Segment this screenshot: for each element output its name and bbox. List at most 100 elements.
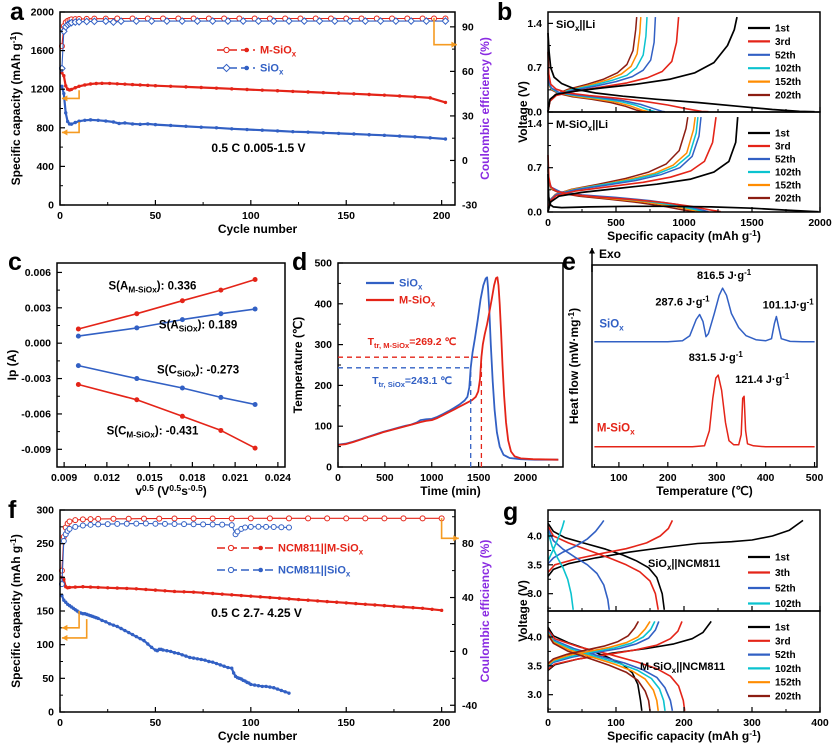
tick-label: 200 bbox=[433, 717, 451, 729]
y-axis-label: Voltage (V) bbox=[516, 580, 530, 642]
tick-label: 0 bbox=[545, 217, 551, 229]
annotation-text: 831.5 J·g-1 bbox=[689, 350, 744, 364]
series-g1-102th bbox=[547, 531, 574, 610]
tick-label: 500 bbox=[607, 217, 625, 229]
panel-f-chart: 0 50 100 150 200 0 50 100 150 200 250 300 80 40 0 -40 Cy… bbox=[8, 505, 492, 744]
legend-label: M-SiOx bbox=[260, 45, 297, 59]
x-axis-label: Temperature (℃) bbox=[656, 484, 753, 498]
tick-label: 90 bbox=[462, 21, 474, 33]
tick-label: 100 bbox=[36, 639, 54, 651]
tick-label: 100 bbox=[314, 421, 332, 433]
series-b2-3rd bbox=[547, 116, 717, 212]
series-e-siox bbox=[594, 287, 815, 343]
y-axis-label: Temperature (℃) bbox=[291, 317, 305, 414]
tick-label: 0.0 bbox=[527, 207, 542, 219]
legend-label: 202th bbox=[775, 91, 801, 102]
legend-label: 3rd bbox=[775, 142, 791, 153]
y-axis-label: Voltage (V) bbox=[516, 81, 530, 143]
legend-label: 102th bbox=[775, 64, 801, 75]
panel-label-g: g bbox=[503, 498, 519, 526]
tick-label: 0.024 bbox=[265, 472, 291, 484]
tick-label: 0 bbox=[48, 200, 54, 212]
tick-label: 0.003 bbox=[25, 302, 51, 314]
tick-label: 400 bbox=[757, 472, 775, 484]
tick-label: 400 bbox=[811, 717, 829, 729]
tick-label: 100 bbox=[607, 717, 625, 729]
series-siox-ce bbox=[61, 20, 446, 69]
tick-label: -0.006 bbox=[21, 408, 51, 420]
panel-d-chart: 0 500 1000 1500 2000 0 100 200 300 400 500 Time (mi… bbox=[291, 258, 564, 498]
tick-label: 0.0 bbox=[527, 107, 542, 119]
tick-label: 150 bbox=[337, 717, 355, 729]
tick-label: 200 bbox=[675, 717, 693, 729]
tick-label: 200 bbox=[36, 572, 54, 584]
legend-label: NCM811||M-SiOx bbox=[278, 543, 364, 557]
y2-axis-label: Coulombic efficiency (%) bbox=[478, 540, 492, 683]
series-b2-52th bbox=[547, 117, 702, 212]
tick-label: 2000 bbox=[808, 217, 832, 229]
tick-label: 40 bbox=[462, 592, 474, 604]
tick-label: 4.0 bbox=[527, 631, 542, 643]
legend-label: NCM811||SiOx bbox=[278, 565, 351, 579]
series-b2-3rd bbox=[547, 154, 721, 213]
tick-label: -0.003 bbox=[21, 373, 51, 385]
tick-label: 300 bbox=[36, 505, 54, 517]
annotation-text: S(AM-SiOx): 0.336 bbox=[109, 281, 197, 295]
tick-label: 100 bbox=[242, 717, 260, 729]
series-g1-1st bbox=[547, 522, 666, 610]
tick-label: 150 bbox=[36, 606, 54, 618]
x-axis-label: Cycle number bbox=[218, 729, 298, 743]
legend-label: 1st bbox=[775, 129, 790, 140]
series-b2-102th bbox=[547, 117, 699, 212]
tick-label: 300 bbox=[743, 717, 761, 729]
tick-label: 0.018 bbox=[179, 472, 205, 484]
tick-label: 500 bbox=[314, 258, 332, 270]
tick-label: 80 bbox=[462, 538, 474, 550]
annotation-line bbox=[61, 611, 80, 629]
annotation-text: Exo bbox=[599, 247, 621, 261]
tick-label: 0.009 bbox=[51, 472, 77, 484]
legend-label: 52th bbox=[775, 155, 796, 166]
panel-e-frame bbox=[591, 264, 818, 468]
legend-label: 3rd bbox=[775, 636, 791, 647]
tick-label: 0 bbox=[462, 155, 468, 167]
annotation-line bbox=[61, 619, 88, 639]
legend-label: 152th bbox=[775, 181, 801, 192]
series-g1-102th bbox=[547, 520, 566, 562]
series-g2-202th bbox=[547, 634, 651, 711]
panel-label-d: d bbox=[292, 248, 308, 276]
x-axis-label: v0.5 (V0.5s-0.5) bbox=[135, 483, 207, 498]
annotation-text: 816.5 J·g-1 bbox=[697, 268, 752, 282]
tick-label: 1000 bbox=[420, 472, 444, 484]
tick-label: 200 bbox=[659, 472, 677, 484]
annotation-text: SiOx bbox=[599, 319, 624, 333]
legend-label: 152th bbox=[775, 678, 801, 689]
tick-label: 0.015 bbox=[136, 472, 162, 484]
series-b1-3rd bbox=[547, 51, 709, 113]
series-g1-1st bbox=[547, 519, 804, 577]
series-g1-52th bbox=[547, 519, 605, 565]
annotation-text: 101.1J·g-1 bbox=[763, 297, 815, 311]
tick-label: 0 bbox=[545, 717, 551, 729]
annotation-line bbox=[440, 518, 459, 540]
tick-label: 300 bbox=[314, 339, 332, 351]
tick-label: 1200 bbox=[31, 84, 55, 96]
panel-label-b: b bbox=[497, 0, 513, 26]
tick-label: -40 bbox=[462, 700, 477, 712]
series-b1-1st bbox=[547, 32, 815, 113]
legend-label: SiOx bbox=[260, 63, 284, 77]
tick-label: 30 bbox=[462, 110, 474, 122]
series-m-siox-capacity bbox=[60, 72, 446, 104]
x-axis-label: Cycle number bbox=[218, 222, 298, 236]
tick-label: 3.5 bbox=[527, 559, 542, 571]
legend-label: 1st bbox=[775, 24, 790, 35]
tick-label: 100 bbox=[242, 210, 260, 222]
tick-label: 3.5 bbox=[527, 660, 542, 672]
series-siox-capacity bbox=[60, 86, 446, 141]
legend-label: 202th bbox=[775, 194, 801, 205]
tick-label: 2000 bbox=[514, 472, 538, 484]
series-g2-152th bbox=[547, 620, 651, 666]
legend-label: M-SiOx bbox=[399, 295, 436, 309]
panel-a-chart: 0 50 100 150 20004008001200160020009060300-3… bbox=[8, 7, 492, 237]
